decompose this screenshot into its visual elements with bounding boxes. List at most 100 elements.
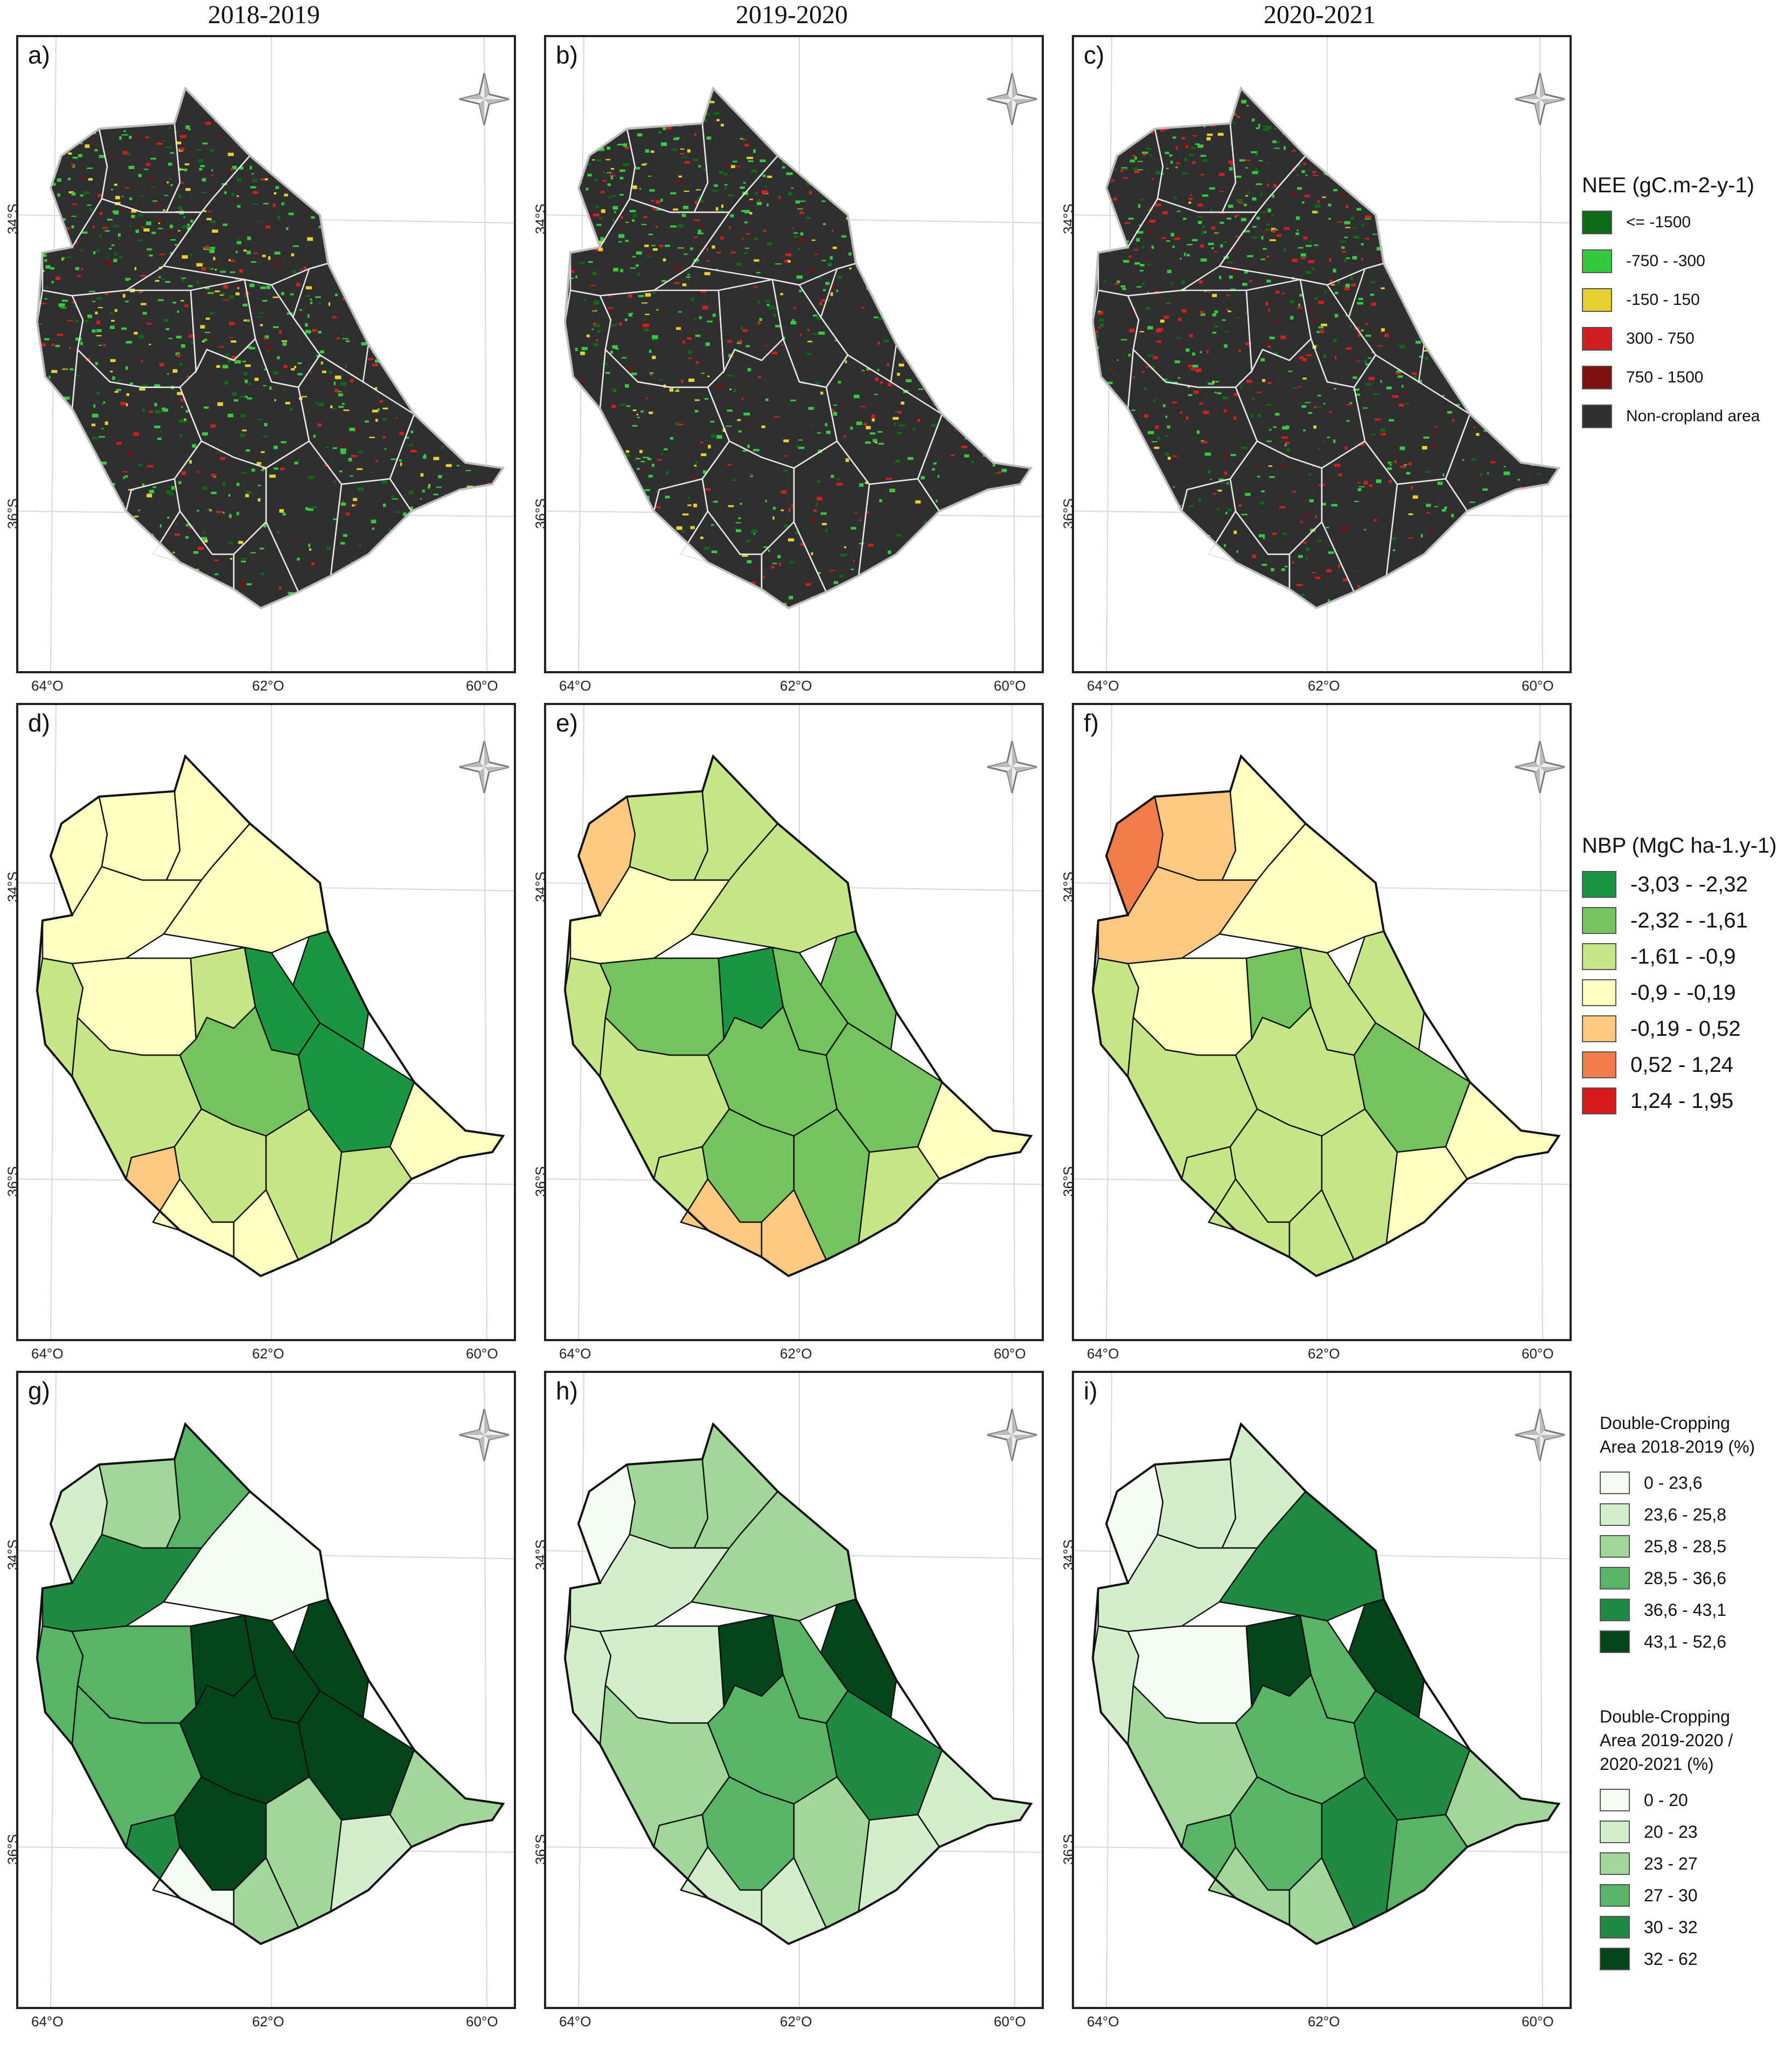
lat-tick-label: 34°S <box>532 204 549 234</box>
province-outline <box>36 754 505 1278</box>
district-2 <box>626 1458 709 1549</box>
lat-tick-label: 34°S <box>1060 1539 1077 1570</box>
province-outline <box>36 86 505 610</box>
map-svg <box>18 1373 514 2007</box>
north-arrow-icon <box>459 1408 510 1461</box>
province-outline <box>1091 86 1561 610</box>
legend-swatch <box>1582 871 1616 898</box>
lon-tick-label: 60°O <box>466 2013 498 2030</box>
province-outline <box>563 754 1033 1278</box>
legend-label: 23,6 - 25,8 <box>1644 1504 1726 1524</box>
map-panel-h: h) <box>544 1371 1044 2009</box>
legend-item: -2,32 - -1,61 <box>1582 907 1777 934</box>
lat-tick-label: 34°S <box>1060 871 1077 902</box>
legend-label: 0 - 23,6 <box>1644 1473 1703 1493</box>
legend-item: 0,52 - 1,24 <box>1582 1051 1777 1078</box>
panel-letter: a) <box>28 41 50 69</box>
lon-tick-label: 62°O <box>780 1345 812 1362</box>
legend-item: 43,1 - 52,6 <box>1600 1630 1755 1653</box>
lat-tick-label: 36°S <box>4 1166 21 1197</box>
legend-label: -1,61 - -0,9 <box>1630 944 1736 968</box>
legend-item: 25,8 - 28,5 <box>1600 1535 1755 1558</box>
lat-tick-label: 36°S <box>1060 1166 1077 1197</box>
map-panel-g: g) <box>16 1371 516 2009</box>
legend-label: 750 - 1500 <box>1626 368 1704 386</box>
lon-tick-label: 62°O <box>252 2013 284 2030</box>
districts <box>1092 755 1560 1277</box>
legend-label: -750 - -300 <box>1626 252 1705 270</box>
legend-label: Non-cropland area <box>1626 407 1760 425</box>
legend-swatch <box>1600 1567 1630 1589</box>
legend-nbp: NBP (MgC ha-1.y-1) -3,03 - -2,32 -2,32 - … <box>1582 834 1777 1124</box>
legend-item: 300 - 750 <box>1582 327 1760 351</box>
legend-item: -150 - 150 <box>1582 288 1760 312</box>
legend-swatch <box>1582 1087 1616 1114</box>
legend-label: -3,03 - -2,32 <box>1630 872 1748 896</box>
legend-item: 0 - 20 <box>1600 1789 1733 1811</box>
legend-item: -1,61 - -0,9 <box>1582 943 1777 970</box>
lat-tick-label: 36°S <box>4 498 21 529</box>
legend-label: 20 - 23 <box>1644 1822 1698 1842</box>
legend-swatch <box>1600 1535 1630 1558</box>
legend-label: <= -1500 <box>1626 213 1691 231</box>
legend-swatch <box>1582 288 1612 312</box>
north-arrow-icon <box>1515 73 1565 125</box>
north-arrow-icon <box>987 1408 1037 1461</box>
legend-swatch <box>1582 943 1616 970</box>
legend-swatch <box>1600 1948 1630 1970</box>
legend-swatch <box>1600 1789 1630 1811</box>
district-2 <box>626 790 709 881</box>
province-outline <box>1091 754 1561 1278</box>
lon-tick-label: 64°O <box>559 1345 591 1362</box>
legend-label: -2,32 - -1,61 <box>1630 908 1748 932</box>
panel-letter: i) <box>1084 1377 1098 1405</box>
lat-tick-label: 34°S <box>1060 204 1077 234</box>
column-title-2018-2019: 2018-2019 <box>208 1 320 29</box>
panel-letter: f) <box>1084 709 1099 737</box>
map-panel-i: i) <box>1072 1371 1572 2009</box>
province-outline <box>1091 1422 1561 1946</box>
lon-tick-label: 64°O <box>559 2013 591 2030</box>
legend-label: -150 - 150 <box>1626 291 1700 309</box>
north-arrow-icon <box>459 741 510 793</box>
lon-tick-label: 60°O <box>466 678 498 694</box>
non-cropland-area <box>1093 88 1559 608</box>
lon-tick-label: 62°O <box>1308 2013 1340 2030</box>
districts <box>564 755 1032 1277</box>
legend-dc1921-title-line1: Double-Cropping <box>1600 1707 1730 1726</box>
map-panel-e: e) <box>544 703 1044 1341</box>
lat-tick-label: 34°S <box>4 871 21 902</box>
legend-label: 32 - 62 <box>1644 1949 1698 1969</box>
panel-letter: e) <box>556 709 578 737</box>
map-svg <box>546 37 1042 671</box>
legend-label: -0,9 - -0,19 <box>1630 980 1736 1005</box>
legend-swatch <box>1582 211 1612 234</box>
legend-label: 300 - 750 <box>1626 330 1695 347</box>
lat-tick-label: 36°S <box>4 1834 21 1865</box>
panel-letter: c) <box>1084 41 1105 69</box>
legend-swatch <box>1582 907 1616 934</box>
legend-label: 0,52 - 1,24 <box>1630 1052 1734 1077</box>
lon-tick-label: 64°O <box>1087 2013 1119 2030</box>
lon-tick-label: 62°O <box>780 2013 812 2030</box>
map-svg <box>546 705 1042 1339</box>
north-arrow-icon <box>987 73 1037 125</box>
legend-item: -0,9 - -0,19 <box>1582 979 1777 1006</box>
legend-label: 36,6 - 43,1 <box>1644 1600 1726 1620</box>
district-20 <box>857 1146 940 1245</box>
legend-swatch <box>1582 327 1612 351</box>
panel-letter: d) <box>28 709 50 737</box>
map-panel-a: a) <box>16 35 516 673</box>
legend-item: 20 - 23 <box>1600 1821 1733 1843</box>
north-arrow-icon <box>987 741 1037 793</box>
legend-item: 23 - 27 <box>1600 1852 1733 1875</box>
legend-swatch <box>1600 1821 1630 1843</box>
districts <box>1092 1423 1560 1945</box>
legend-swatch <box>1600 1503 1630 1526</box>
north-arrow-icon <box>1515 1408 1565 1461</box>
province-outline <box>563 86 1033 610</box>
legend-label: 25,8 - 28,5 <box>1644 1536 1726 1556</box>
lon-tick-label: 62°O <box>1308 678 1340 694</box>
legend-double-cropping-2019-2021: Double-Cropping Area 2019-2020 / 2020-20… <box>1600 1705 1733 1979</box>
map-panel-b: b) <box>544 35 1044 673</box>
